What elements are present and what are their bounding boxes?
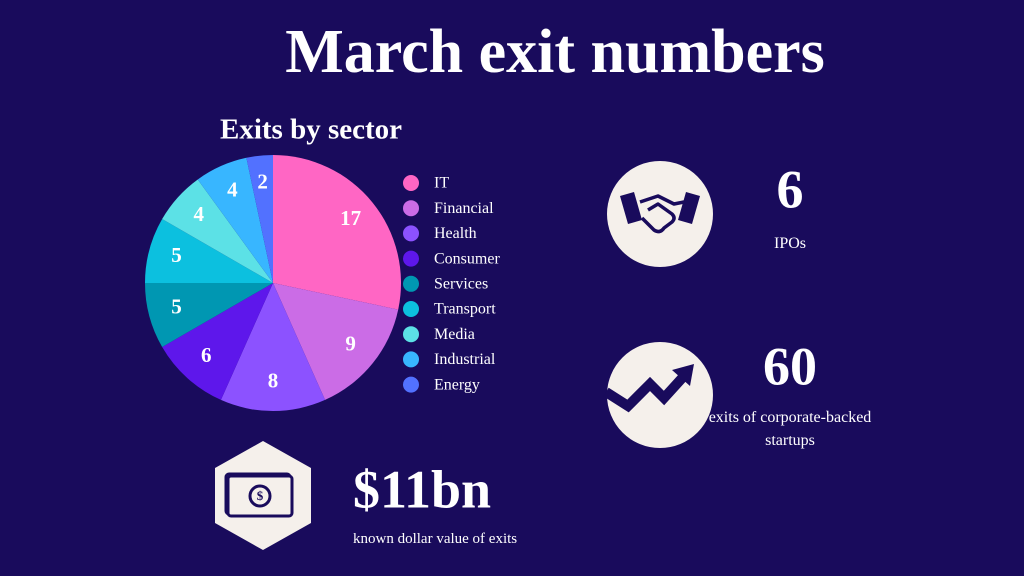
stat-label: known dollar value of exits [353, 531, 518, 547]
legend-label: Energy [434, 376, 480, 393]
money-icon: $ [215, 441, 311, 550]
legend-swatch [403, 175, 419, 191]
legend-label: Services [434, 275, 488, 292]
page-title: March exit numbers [285, 18, 825, 86]
legend-label: Financial [434, 200, 494, 217]
legend-swatch [403, 326, 419, 343]
handshake-icon [607, 161, 713, 267]
stat-value: 6 [777, 159, 804, 219]
legend-label: Health [434, 225, 477, 242]
pie-slice [145, 283, 273, 347]
legend-swatch [403, 275, 419, 292]
growth-icon [603, 342, 713, 448]
slice-label: 5 [171, 295, 182, 319]
slice-label: 5 [171, 243, 182, 267]
legend-swatch [403, 250, 419, 267]
slice-label: 8 [268, 369, 279, 393]
pie-slice [197, 157, 273, 283]
pie-slice [220, 283, 326, 411]
pie-slice [273, 283, 399, 400]
pie-slice [246, 155, 273, 283]
stat-label: IPOs [773, 235, 806, 252]
legend-label: Media [434, 326, 475, 343]
legend-label: IT [434, 175, 449, 192]
chart-title: Exits by sector [220, 114, 402, 146]
slice-label: 9 [345, 332, 356, 356]
legend-swatch [403, 200, 419, 217]
legend-swatch [403, 351, 419, 368]
pie-slice [162, 179, 273, 283]
slice-label: 4 [194, 202, 205, 226]
legend-label: Transport [434, 301, 496, 318]
legend-swatch [403, 301, 419, 317]
svg-text:$: $ [257, 488, 264, 503]
stat-value: $11bn [353, 459, 491, 519]
pie-slice [273, 155, 401, 310]
pie-slice [145, 219, 273, 283]
legend-label: Consumer [434, 250, 500, 267]
legend-swatch [403, 225, 419, 242]
stat-label: exits of corporate-backed startups [708, 409, 872, 449]
slice-label: 17 [340, 206, 361, 230]
legend-label: Industrial [434, 351, 496, 368]
legend-swatch [403, 376, 419, 393]
slice-label: 6 [201, 343, 212, 367]
slice-label: 4 [227, 178, 238, 202]
pie-slice [162, 283, 273, 400]
stat-value: 60 [763, 336, 817, 396]
slice-label: 2 [257, 170, 268, 194]
